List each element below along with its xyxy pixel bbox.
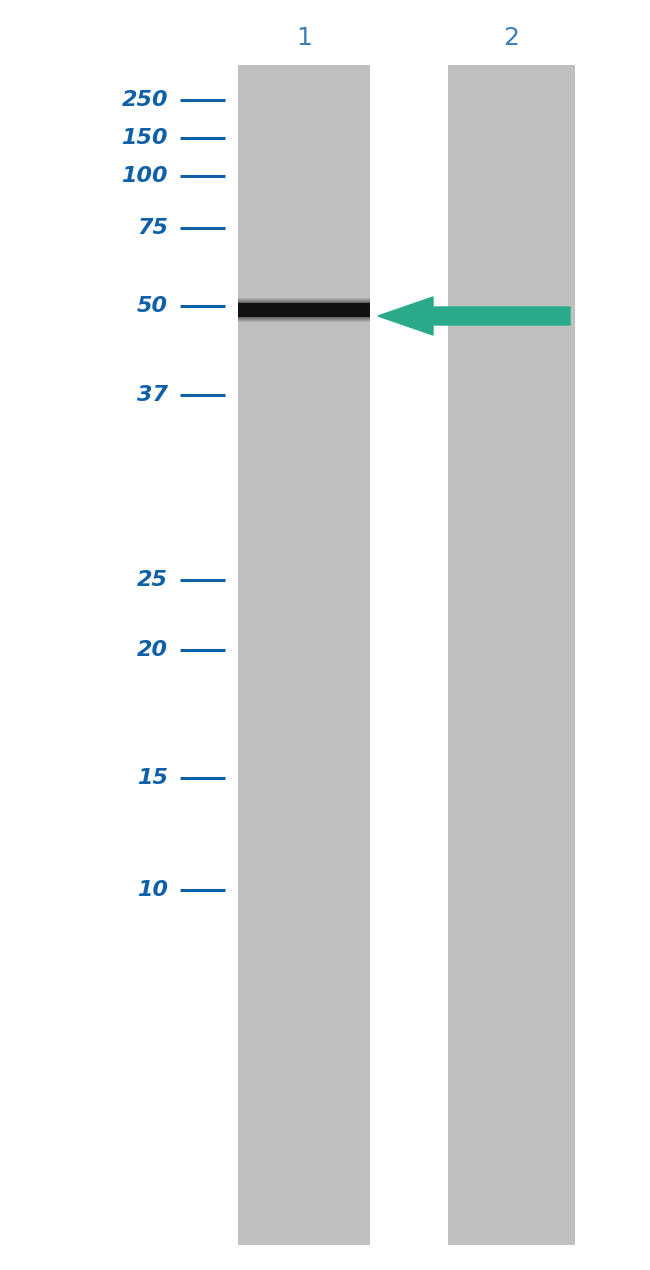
Bar: [238, 65, 370, 1245]
Bar: [448, 65, 575, 1245]
FancyArrow shape: [378, 297, 570, 335]
Text: 100: 100: [122, 166, 168, 185]
Text: 15: 15: [137, 768, 168, 787]
Bar: [238, 304, 370, 318]
Text: 75: 75: [137, 218, 168, 237]
Text: 50: 50: [137, 296, 168, 316]
Text: 1: 1: [296, 25, 312, 50]
Text: 20: 20: [137, 640, 168, 660]
Text: 250: 250: [122, 90, 168, 110]
Text: 10: 10: [137, 880, 168, 900]
Text: 2: 2: [504, 25, 519, 50]
Text: 25: 25: [137, 570, 168, 591]
Text: 37: 37: [137, 385, 168, 405]
Text: 150: 150: [122, 128, 168, 149]
